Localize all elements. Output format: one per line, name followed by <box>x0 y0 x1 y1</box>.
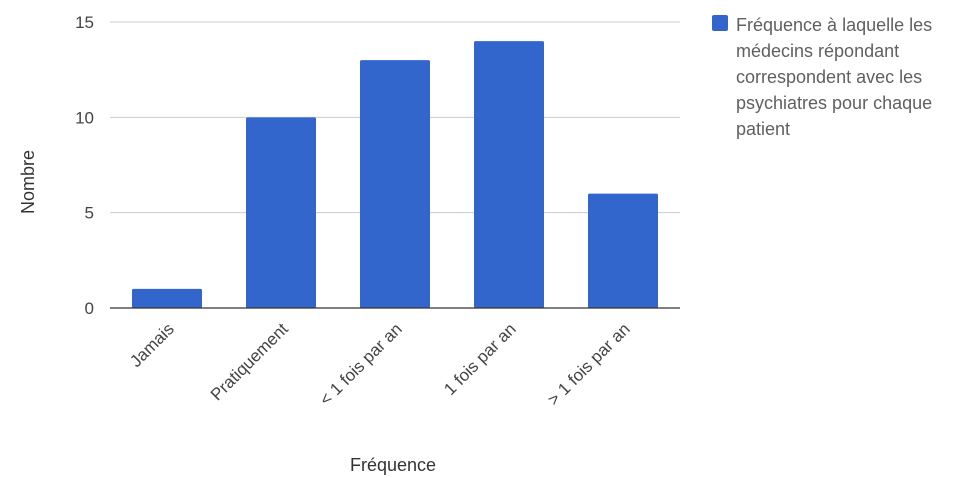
legend-label: Fréquence à laquelle les médecins répond… <box>736 15 933 139</box>
bar <box>246 117 316 308</box>
bar <box>588 193 658 308</box>
bar <box>132 288 202 308</box>
y-tick-label: 10 <box>75 108 94 127</box>
y-tick-label: 5 <box>85 204 94 223</box>
x-tick-label: < 1 fois par an <box>316 319 406 409</box>
x-tick-label: 1 fois par an <box>440 319 520 399</box>
bar <box>474 41 544 309</box>
y-tick-label: 15 <box>75 13 94 32</box>
x-tick-label: Jamais <box>126 319 178 371</box>
y-axis-title: Nombre <box>18 149 38 214</box>
legend-swatch <box>712 15 728 31</box>
x-tick-label: Pratiquement <box>207 319 292 404</box>
legend: Fréquence à laquelle les médecins répond… <box>712 12 974 142</box>
bar <box>360 60 430 309</box>
y-tick-label: 0 <box>85 299 94 318</box>
x-axis-title: Fréquence <box>349 455 437 475</box>
x-tick-label: > 1 fois par an <box>544 319 634 409</box>
